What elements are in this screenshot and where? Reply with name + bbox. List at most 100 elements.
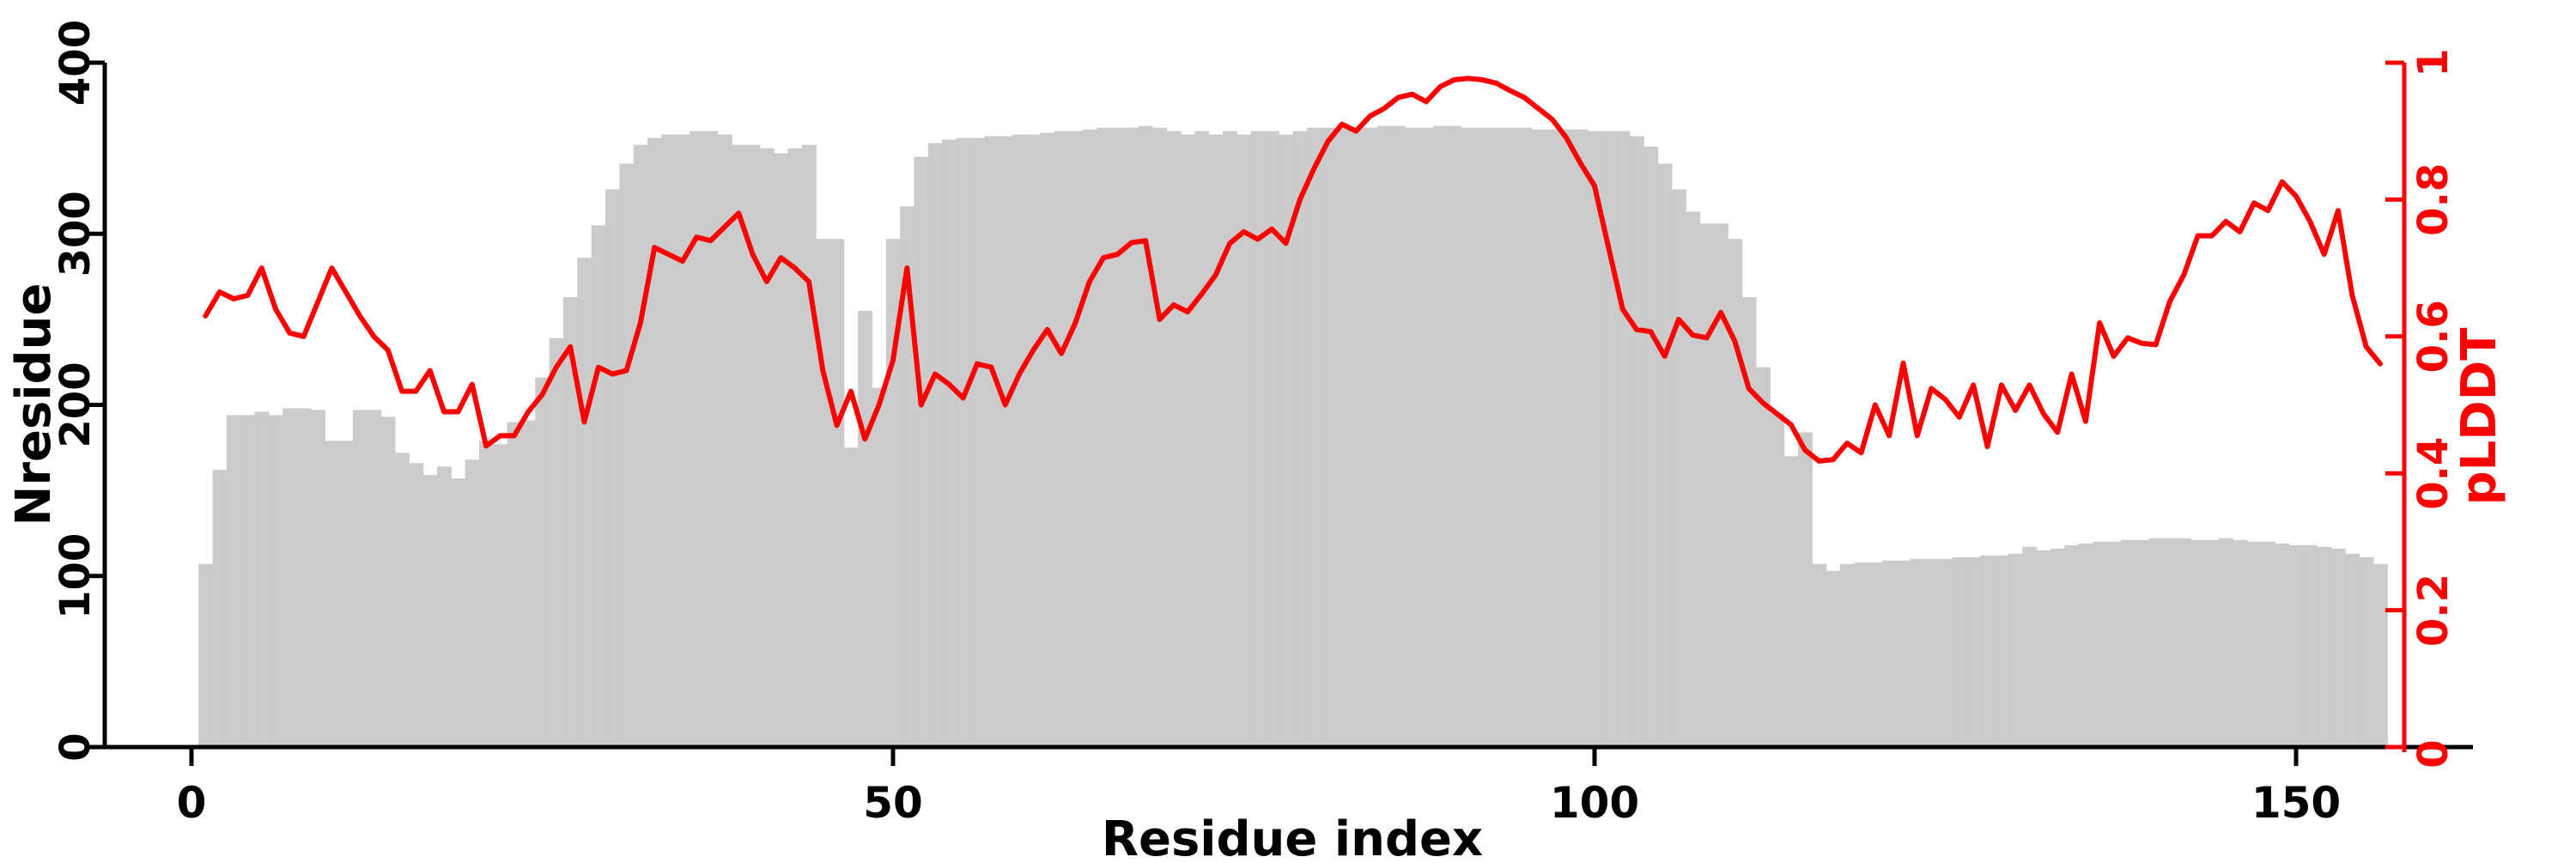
- nresidue-bar: [1952, 556, 1967, 747]
- x-axis-title: Residue index: [1102, 811, 1483, 859]
- nresidue-bar: [2050, 548, 2065, 747]
- nresidue-bar: [801, 144, 817, 747]
- y-right-tick-label: 1: [2409, 48, 2458, 76]
- nresidue-bar: [1349, 127, 1364, 748]
- nresidue-bar: [1236, 134, 1252, 747]
- nresidue-bar: [2359, 556, 2374, 747]
- nresidue-bar: [212, 470, 228, 747]
- nresidue-bar: [1699, 223, 1715, 747]
- y-left-tick-label: 300: [52, 191, 100, 277]
- nresidue-bar: [226, 415, 241, 747]
- nresidue-bar: [1839, 563, 1855, 747]
- nresidue-bar: [2177, 538, 2192, 747]
- nresidue-bar: [535, 377, 550, 747]
- nresidue-bar: [1783, 456, 1799, 747]
- nresidue-bar: [1741, 296, 1757, 748]
- nresidue-bar: [1643, 146, 1659, 747]
- nresidue-bar: [1391, 125, 1406, 748]
- nresidue-bar: [591, 225, 606, 747]
- nresidue-bar: [296, 408, 312, 747]
- nresidue-bar: [1334, 127, 1350, 748]
- nresidue-bar: [1363, 127, 1378, 748]
- nresidue-bar: [1686, 211, 1701, 748]
- nresidue-bar: [310, 410, 325, 747]
- nresidue-bar: [1475, 127, 1491, 748]
- nresidue-bar: [409, 463, 424, 747]
- nresidue-bar: [2219, 538, 2234, 747]
- y-left-tick-label: 100: [52, 533, 100, 619]
- nresidue-bar: [1265, 131, 1279, 747]
- nresidue-bar: [2303, 544, 2318, 747]
- nresidue-bar: [1503, 127, 1518, 748]
- nresidue-bar: [2288, 544, 2304, 747]
- nresidue-bar: [2204, 539, 2220, 747]
- nresidue-bar: [2261, 541, 2276, 747]
- nresidue-bar: [1279, 134, 1294, 747]
- nresidue-bar: [394, 453, 410, 747]
- nresidue-bar: [1629, 136, 1644, 747]
- nresidue-bar: [2148, 538, 2164, 747]
- nresidue-bar: [1180, 134, 1195, 747]
- nresidue-bar: [717, 134, 732, 747]
- nresidue-bar: [1152, 127, 1168, 748]
- nresidue-bar: [661, 134, 677, 747]
- nresidue-bar: [507, 422, 522, 747]
- nresidue-bar: [2372, 563, 2388, 747]
- nresidue-bar: [2106, 541, 2122, 747]
- nresidue-bar: [563, 296, 578, 748]
- nresidue-bar: [465, 459, 480, 747]
- nresidue-bar: [198, 563, 214, 747]
- nresidue-bar: [2233, 539, 2248, 747]
- y-right-tick-label: 0.4: [2409, 437, 2458, 510]
- x-tick-label: 150: [2251, 778, 2341, 828]
- y-right-axis-title: pLDDT: [2451, 328, 2507, 506]
- nresidue-bar: [1054, 131, 1069, 747]
- x-tick-label: 50: [863, 778, 923, 828]
- nresidue-bar: [1755, 367, 1771, 747]
- nresidue-bar: [1545, 129, 1560, 747]
- nresidue-bar: [2135, 539, 2150, 747]
- nresidue-bar: [1615, 131, 1631, 747]
- nresidue-bar: [2246, 541, 2262, 747]
- nresidue-bar: [1938, 558, 1953, 747]
- nresidue-bar: [1096, 127, 1111, 748]
- nresidue-bar: [956, 137, 971, 748]
- nresidue-bar: [1026, 134, 1042, 747]
- nresidue-bar: [1923, 558, 1939, 747]
- nresidue-bar: [703, 131, 719, 747]
- nresidue-bar: [2078, 543, 2093, 747]
- nresidue-bar: [1980, 555, 1996, 747]
- y-left-tick-label: 200: [52, 362, 100, 447]
- y-right-tick-label: 0: [2409, 739, 2458, 768]
- nresidue-bar: [1376, 125, 1392, 748]
- nresidue-bar: [1896, 560, 1911, 747]
- nresidue-bar: [1671, 189, 1686, 747]
- nresidue-bar: [1040, 132, 1055, 747]
- nresidue-bar: [914, 156, 929, 748]
- nresidue-bar: [647, 137, 662, 748]
- nresidue-bar: [787, 148, 803, 748]
- nresidue-bar: [1910, 558, 1925, 747]
- nresidue-bar: [2120, 539, 2136, 747]
- nresidue-bar: [549, 337, 564, 747]
- nresidue-bar: [1250, 131, 1266, 747]
- nresidue-bar: [268, 415, 283, 747]
- nresidue-bar: [2275, 543, 2290, 747]
- y-axis-right: 0 0.2 0.4 0.6 0.8 1: [2385, 48, 2458, 769]
- nresidue-bar: [1292, 131, 1308, 747]
- nresidue-bar: [2036, 550, 2051, 747]
- nresidue-bar: [2064, 544, 2080, 747]
- nresidue-bar: [2093, 541, 2108, 747]
- nresidue-bar: [1068, 131, 1084, 747]
- nresidue-bar: [2317, 546, 2332, 747]
- nresidue-bar: [422, 475, 438, 747]
- nresidue-bar: [2345, 553, 2360, 747]
- x-axis: 0 50 100 150: [105, 744, 2473, 828]
- nresidue-bar: [1082, 129, 1097, 747]
- nresidue-bar: [1966, 556, 1981, 747]
- nresidue-bar: [1573, 129, 1589, 747]
- nresidue-bar: [2008, 553, 2023, 747]
- nresidue-bar: [942, 139, 957, 747]
